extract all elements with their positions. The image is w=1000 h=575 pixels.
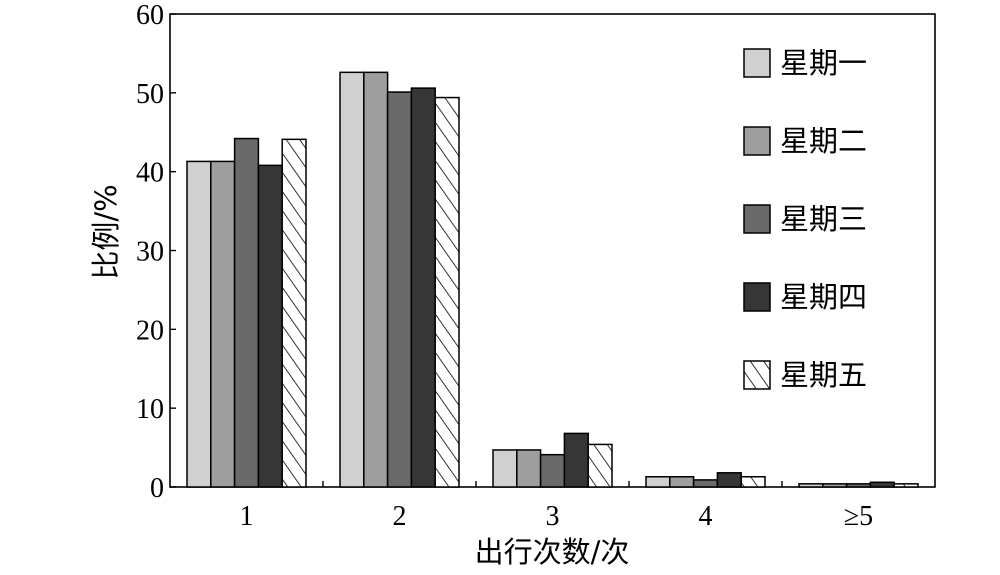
bar	[645, 476, 671, 488]
legend-label: 星期五	[780, 358, 867, 392]
y-tick-label: 30	[136, 237, 164, 268]
y-tick-label: 20	[136, 315, 164, 346]
bar	[798, 483, 824, 488]
y-tick-label: 0	[150, 473, 164, 504]
bar	[210, 160, 236, 488]
bar	[339, 71, 365, 488]
legend-swatch	[743, 360, 771, 390]
y-tick-label: 40	[136, 158, 164, 189]
x-tick-label: ≥5	[844, 501, 873, 532]
legend-label: 星期二	[780, 124, 867, 158]
bar	[434, 96, 460, 488]
bar	[822, 483, 848, 488]
y-tick-label: 50	[136, 79, 164, 110]
bar	[669, 476, 695, 488]
bars	[186, 71, 919, 488]
bar	[563, 432, 589, 488]
legend-label: 星期四	[780, 280, 867, 314]
x-axis-title: 出行次数/次	[475, 535, 630, 569]
bar	[893, 483, 919, 488]
legend-swatch	[743, 48, 771, 78]
legend-label: 星期三	[780, 202, 867, 236]
legend-swatch	[743, 282, 771, 312]
y-tick-label: 10	[136, 394, 164, 425]
bar	[845, 483, 872, 488]
legend-swatch	[743, 126, 771, 156]
bar	[492, 449, 518, 488]
x-tick-label: 2	[393, 501, 407, 532]
bar	[716, 472, 742, 488]
legend-label: 星期一	[780, 46, 867, 80]
bar	[281, 138, 307, 488]
bar	[410, 87, 436, 488]
bar	[516, 449, 542, 488]
bar	[257, 164, 283, 488]
x-tick-label: 1	[240, 501, 254, 532]
bar	[233, 137, 260, 488]
bar	[539, 453, 566, 488]
bar	[740, 476, 766, 488]
y-tick-label: 60	[136, 0, 164, 31]
y-axis: 0 10 20 30 40 50 60	[136, 0, 176, 504]
x-axis: 1 2 3 4 ≥5	[240, 481, 873, 532]
x-tick-label: 4	[699, 501, 713, 532]
bar	[386, 91, 413, 488]
bar	[692, 479, 719, 488]
y-axis-title: 比例/%	[89, 184, 123, 279]
bar	[587, 443, 613, 488]
legend-swatch	[743, 204, 771, 234]
x-tick-label: 3	[546, 501, 560, 532]
bar	[363, 71, 389, 488]
bar	[869, 481, 895, 488]
bar	[186, 160, 212, 488]
